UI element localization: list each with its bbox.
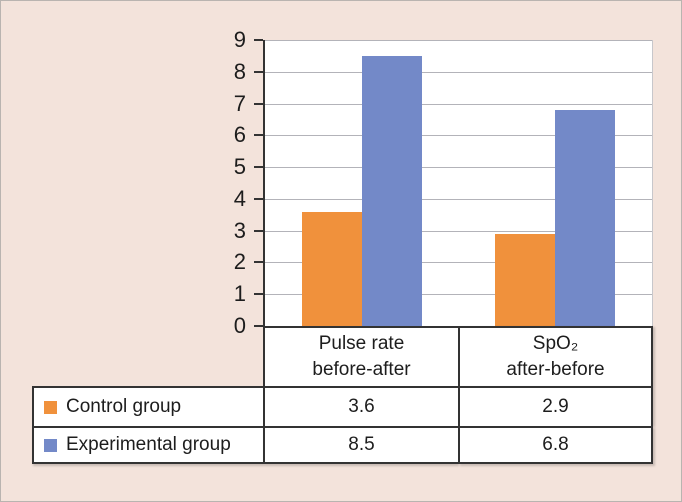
category-group-pulse-rate bbox=[265, 40, 459, 326]
y-axis-label: 9 bbox=[233, 27, 246, 52]
y-axis-label: 0 bbox=[233, 313, 246, 338]
gridline bbox=[265, 71, 652, 73]
y-axis-label: 8 bbox=[233, 58, 246, 84]
y-axis-tick bbox=[254, 102, 263, 105]
legend-swatch-control-group bbox=[44, 400, 57, 414]
gridline bbox=[265, 262, 652, 264]
y-axis-tick bbox=[254, 325, 263, 327]
gridline bbox=[265, 230, 652, 232]
y-axis-label: 2 bbox=[233, 249, 246, 275]
y-axis-tick bbox=[254, 293, 263, 296]
bar-control-group-cat1 bbox=[495, 233, 556, 326]
y-axis-tick bbox=[254, 197, 263, 200]
bar-experimental-group-cat0 bbox=[361, 55, 422, 326]
category-header-pulse-rate: Pulse rate before-after bbox=[263, 326, 458, 386]
y-axis-label: 4 bbox=[233, 185, 246, 211]
value-cell-experimental-pulse-rate: 8.5 bbox=[263, 426, 458, 464]
legend-label-control-group: Control group bbox=[66, 396, 182, 417]
category-label-line1: SpO₂ bbox=[532, 333, 579, 355]
y-axis-tick bbox=[254, 166, 263, 169]
gridline bbox=[265, 40, 652, 41]
y-axis-tick bbox=[254, 39, 263, 41]
gridlines bbox=[265, 40, 652, 326]
y-axis-label: 1 bbox=[233, 281, 246, 307]
plot-area bbox=[263, 40, 653, 326]
legend-item-control-group: Control group bbox=[32, 386, 263, 426]
category-label-line2: before-after bbox=[312, 359, 411, 380]
y-axis-label: 7 bbox=[233, 90, 246, 116]
bar-experimental-group-cat1 bbox=[555, 109, 616, 326]
y-axis-tick bbox=[254, 261, 263, 264]
y-axis-tick bbox=[254, 229, 263, 232]
category-label-line1: Pulse rate bbox=[318, 333, 405, 355]
gridline bbox=[265, 198, 652, 200]
value-cell-control-spo2: 2.9 bbox=[458, 386, 653, 426]
y-axis-tick bbox=[254, 134, 263, 137]
gridline bbox=[265, 103, 652, 105]
value-cell-control-pulse-rate: 3.6 bbox=[263, 386, 458, 426]
table-corner-spacer bbox=[32, 326, 263, 386]
category-group-spo2 bbox=[459, 40, 653, 326]
gridline bbox=[265, 167, 652, 169]
data-table: Pulse rate before-after SpO₂ after-befor… bbox=[32, 326, 653, 464]
gridline bbox=[265, 294, 652, 296]
y-axis-label: 6 bbox=[233, 122, 246, 148]
legend-item-experimental-group: Experimental group bbox=[32, 426, 263, 464]
category-label-line2: after-before bbox=[506, 359, 605, 380]
bars bbox=[265, 40, 652, 326]
gridline bbox=[265, 135, 652, 137]
value-cell-experimental-spo2: 6.8 bbox=[458, 426, 653, 464]
y-axis-label: 3 bbox=[233, 217, 246, 243]
category-header-spo2: SpO₂ after-before bbox=[458, 326, 653, 386]
legend-swatch-experimental-group bbox=[44, 438, 57, 452]
y-axis: 0 1 2 3 4 5 6 7 8 9 bbox=[1, 29, 263, 337]
bar-control-group-cat0 bbox=[301, 211, 362, 326]
legend-label-experimental-group: Experimental group bbox=[66, 434, 231, 455]
y-axis-label: 5 bbox=[233, 154, 246, 180]
y-axis-tick bbox=[254, 70, 263, 73]
